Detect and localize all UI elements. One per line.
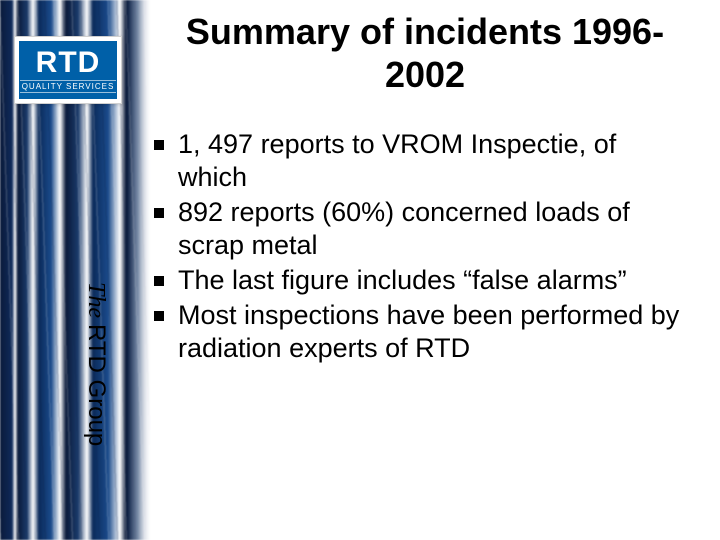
logo-primary-text: RTD <box>36 48 101 78</box>
bullet-item: Most inspections have been performed by … <box>150 299 690 365</box>
bullet-item: The last figure includes “false alarms” <box>150 264 690 297</box>
sidebar-brand-text: The RTD Group <box>82 282 110 512</box>
rtd-logo: RTD QUALITY SERVICES <box>14 36 122 104</box>
bullet-list: 1, 497 reports to VROM Inspectie, of whi… <box>150 128 690 365</box>
bullet-item: 892 reports (60%) concerned loads of scr… <box>150 196 690 262</box>
slide-title: Summary of incidents 1996-2002 <box>150 10 700 96</box>
logo-sub-text: QUALITY SERVICES <box>20 80 117 93</box>
rtd-logo-inner: RTD QUALITY SERVICES <box>19 41 117 99</box>
bullet-item: 1, 497 reports to VROM Inspectie, of whi… <box>150 128 690 194</box>
sidebar-prefix: The <box>83 282 109 324</box>
sidebar-rest: RTD Group <box>83 324 110 446</box>
slide-body: 1, 497 reports to VROM Inspectie, of whi… <box>150 128 690 367</box>
